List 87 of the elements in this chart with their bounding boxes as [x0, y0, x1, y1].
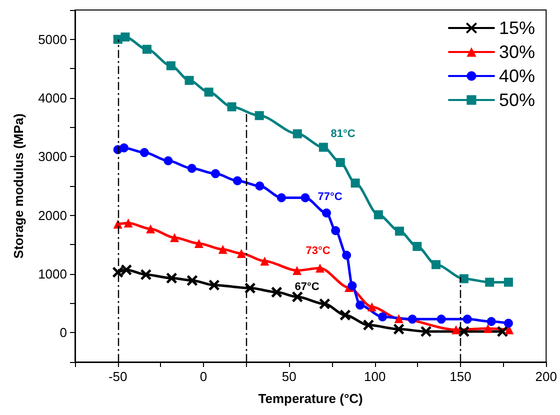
point [211, 169, 220, 178]
point [504, 318, 513, 328]
y-tick-label: 5000 [38, 32, 67, 47]
point [362, 319, 374, 331]
point [458, 326, 470, 338]
y-tick-label: 4000 [38, 90, 67, 106]
point [452, 325, 461, 334]
y-tick-label: 2000 [38, 208, 67, 223]
point [348, 281, 357, 290]
x-tick-label: 150 [450, 369, 472, 384]
point [483, 324, 492, 334]
point [140, 268, 152, 280]
point [318, 142, 328, 152]
legend-label: 30% [498, 42, 536, 62]
point [356, 300, 365, 310]
x-tick-label: 50 [282, 369, 296, 384]
point [218, 244, 228, 254]
point [166, 272, 178, 284]
y-axis-title: Storage modulus (MPa) [11, 113, 26, 259]
point [260, 256, 270, 266]
point [232, 176, 242, 186]
point [254, 111, 264, 120]
point [166, 61, 176, 70]
point [408, 314, 417, 324]
point [270, 286, 282, 298]
point [140, 148, 149, 158]
point [496, 326, 508, 338]
point [120, 143, 128, 152]
point [322, 208, 332, 218]
point [331, 226, 340, 236]
point [504, 278, 513, 287]
legend-label: 50% [498, 90, 536, 110]
point [316, 264, 324, 273]
x-tick-label: 100 [364, 369, 386, 384]
point [436, 314, 446, 324]
point [204, 88, 214, 97]
point [462, 314, 472, 324]
point [339, 309, 351, 321]
x-tick-label: 0 [200, 369, 208, 384]
point [236, 248, 246, 258]
point [459, 274, 468, 284]
point [187, 164, 196, 173]
point [120, 32, 130, 42]
annotation: 73°C [306, 245, 330, 257]
point [292, 291, 304, 303]
point [336, 158, 345, 168]
point [486, 317, 496, 326]
legend-label: 15% [498, 18, 536, 38]
point [394, 314, 404, 324]
point [350, 178, 360, 188]
annotation: 67°C [294, 281, 320, 293]
annotation: 81°C [330, 128, 356, 140]
point [146, 224, 156, 234]
point [184, 76, 194, 85]
point [244, 282, 256, 294]
point [255, 182, 264, 190]
point [227, 102, 236, 112]
point [194, 238, 204, 248]
point [292, 266, 302, 275]
point [186, 274, 198, 286]
point [374, 210, 383, 220]
point [208, 279, 220, 291]
point [164, 156, 173, 166]
legend-label: 40% [498, 66, 536, 86]
x-tick-label: 200 [535, 369, 558, 384]
point [276, 193, 286, 202]
y-tick-label: 3000 [38, 149, 67, 164]
point [393, 323, 405, 335]
point [394, 226, 404, 236]
point [378, 312, 388, 322]
annotation: 77°C [318, 191, 342, 203]
x-axis-title: Temperature (°C) [258, 391, 363, 406]
point [142, 44, 152, 54]
point [300, 193, 310, 202]
point [292, 129, 302, 138]
y-tick-label: 1000 [38, 266, 67, 282]
point [367, 302, 376, 312]
point [431, 260, 440, 270]
point [420, 326, 432, 338]
point [412, 242, 422, 251]
point [170, 233, 180, 242]
point [342, 250, 352, 260]
point [485, 278, 494, 287]
point [318, 298, 330, 310]
point [124, 218, 133, 228]
x-tick-label: -50 [108, 369, 128, 384]
y-tick-label: 0 [60, 325, 67, 340]
